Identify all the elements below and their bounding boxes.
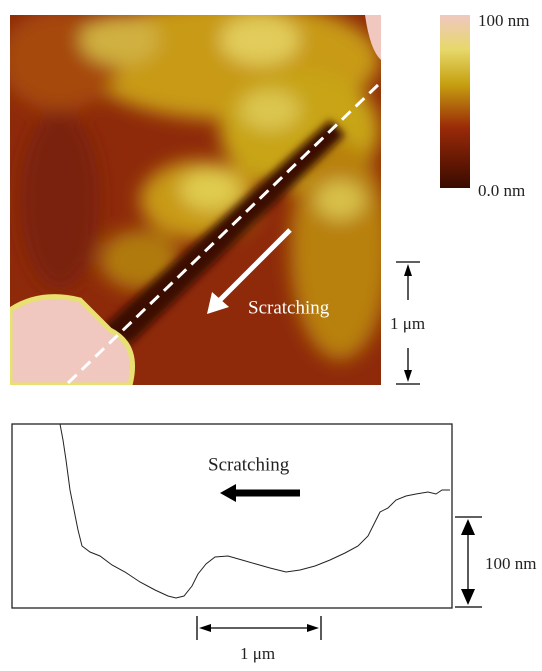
colorbar xyxy=(440,15,470,188)
figure: Scratching 100 nm 0.0 nm 1 μm Scratching… xyxy=(0,0,542,666)
afm-image xyxy=(0,0,390,385)
profile-line xyxy=(12,424,450,598)
colorbar-max: 100 nm xyxy=(478,11,529,30)
height-bar-label: 100 nm xyxy=(485,554,536,573)
colorbar-min: 0.0 nm xyxy=(478,181,525,200)
profile-frame xyxy=(12,424,452,608)
profile-scale-label: 1 μm xyxy=(240,644,275,663)
image-scale-label: 1 μm xyxy=(390,314,425,333)
profile-scale-bar xyxy=(197,616,321,640)
image-annotation: Scratching xyxy=(248,297,330,318)
profile-annotation: Scratching xyxy=(208,454,290,475)
